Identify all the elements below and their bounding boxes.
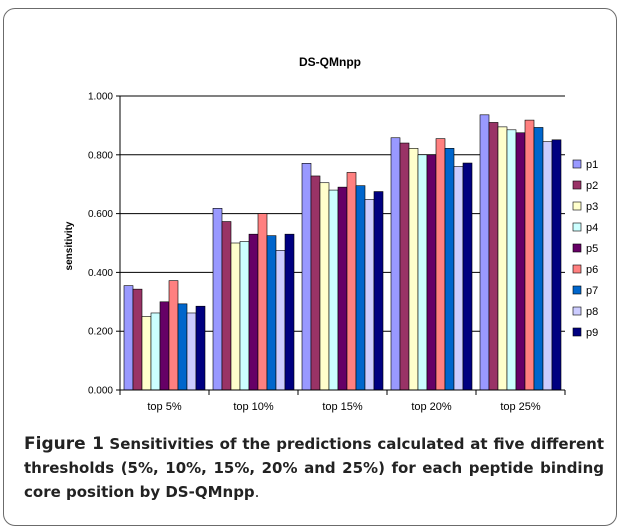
- bar-p8-top-15-: [364, 199, 375, 391]
- bar-p3-top-15-: [319, 182, 330, 391]
- bar-p8-top-5-: [186, 312, 197, 391]
- bar-p6-top-20-: [435, 138, 446, 391]
- caption-end: .: [254, 483, 260, 501]
- axes: 0.000 0.200 0.400 0.600 0.800 1.000 top 5% top …: [88, 92, 566, 413]
- legend-swatch-p2: [572, 180, 582, 190]
- bar-p2-top-20-: [399, 142, 410, 391]
- bar-p5-top-5-: [159, 301, 170, 391]
- bar-p8-top-10-: [275, 250, 286, 391]
- bar-p6-top-15-: [346, 172, 357, 391]
- legend-swatch-p5: [572, 243, 582, 253]
- bar-p5-top-25-: [515, 132, 526, 391]
- bar-p3-top-20-: [408, 148, 419, 391]
- legend-label-p8: p8: [586, 306, 598, 318]
- bar-p4-top-20-: [417, 154, 428, 391]
- bar-p4-top-10-: [239, 241, 250, 391]
- bar-p9-top-10-: [284, 233, 295, 391]
- x-category-label: top 20%: [411, 401, 452, 413]
- bar-p5-top-10-: [248, 233, 259, 391]
- x-category-label: top 25%: [500, 401, 541, 413]
- legend-swatch-p3: [572, 201, 582, 211]
- bar-p1-top-25-: [479, 114, 490, 391]
- y-tick-label: 0.600: [88, 209, 113, 220]
- y-tick-label: 0.400: [88, 268, 113, 279]
- x-category-label: top 10%: [233, 401, 274, 413]
- bar-p2-top-25-: [488, 122, 499, 391]
- legend-label-p6: p6: [586, 264, 598, 276]
- y-axis-label: sensitivity: [64, 221, 75, 270]
- bar-p4-top-5-: [150, 312, 161, 391]
- x-category-label: top 5%: [147, 401, 181, 413]
- legend-label-p7: p7: [586, 285, 598, 297]
- caption-body: Sensitivities of the predictions calcula…: [24, 435, 604, 501]
- legend-label-p1: p1: [586, 159, 598, 171]
- bar-p9-top-20-: [462, 162, 473, 391]
- y-tick-label: 0.800: [88, 150, 113, 161]
- bar-p1-top-10-: [212, 208, 223, 391]
- bar-p2-top-10-: [221, 221, 232, 391]
- bar-p7-top-15-: [355, 185, 366, 391]
- legend-label-p4: p4: [586, 222, 598, 234]
- bar-p7-top-10-: [266, 235, 277, 391]
- bar-p6-top-25-: [524, 119, 535, 391]
- legend-label-p3: p3: [586, 201, 598, 213]
- bar-p7-top-25-: [533, 127, 544, 391]
- y-tick-label: 0.200: [88, 327, 113, 338]
- bar-p4-top-15-: [328, 189, 339, 391]
- bar-p3-top-10-: [230, 242, 241, 391]
- bar-p4-top-25-: [506, 129, 517, 391]
- y-tick-label: 0.000: [88, 386, 113, 397]
- bar-p9-top-25-: [551, 139, 562, 391]
- bar-p8-top-20-: [453, 166, 464, 391]
- bar-p6-top-10-: [257, 213, 268, 391]
- y-tick-label: 1.000: [88, 92, 113, 103]
- bar-p8-top-25-: [542, 141, 553, 391]
- bar-chart: DS-QMnpp sensitivity 0.000 0.200 0.400 0.60…: [64, 55, 598, 413]
- legend-label-p5: p5: [586, 243, 598, 255]
- legend-swatch-p7: [572, 285, 582, 295]
- bar-p5-top-20-: [426, 154, 437, 391]
- bar-p1-top-5-: [123, 285, 134, 391]
- bar-p5-top-15-: [337, 186, 348, 391]
- bars: [123, 114, 562, 391]
- bar-p2-top-15-: [310, 175, 321, 391]
- legend-swatch-p4: [572, 222, 582, 232]
- legend-swatch-p6: [572, 264, 582, 274]
- bar-p1-top-20-: [390, 137, 401, 391]
- bar-p7-top-20-: [444, 148, 455, 391]
- legend-swatch-p9: [572, 327, 582, 337]
- bar-p3-top-25-: [497, 126, 508, 391]
- legend: p1 p2 p3 p4 p5 p6 p7 p8 p9: [572, 159, 598, 339]
- bar-p3-top-5-: [141, 316, 152, 391]
- legend-swatch-p1: [572, 159, 582, 169]
- legend-label-p9: p9: [586, 327, 598, 339]
- legend-label-p2: p2: [586, 180, 598, 192]
- bar-p6-top-5-: [168, 280, 179, 391]
- bar-p2-top-5-: [132, 288, 143, 391]
- caption-lead: Figure 1: [24, 434, 105, 454]
- bar-p7-top-5-: [177, 303, 188, 391]
- chart-title: DS-QMnpp: [299, 55, 361, 69]
- x-category-label: top 15%: [322, 401, 363, 413]
- legend-swatch-p8: [572, 306, 582, 316]
- bar-p9-top-5-: [195, 305, 206, 391]
- figure-caption: Figure 1 Sensitivities of the prediction…: [24, 432, 604, 504]
- bar-p1-top-15-: [301, 163, 312, 391]
- bar-p9-top-15-: [373, 191, 384, 391]
